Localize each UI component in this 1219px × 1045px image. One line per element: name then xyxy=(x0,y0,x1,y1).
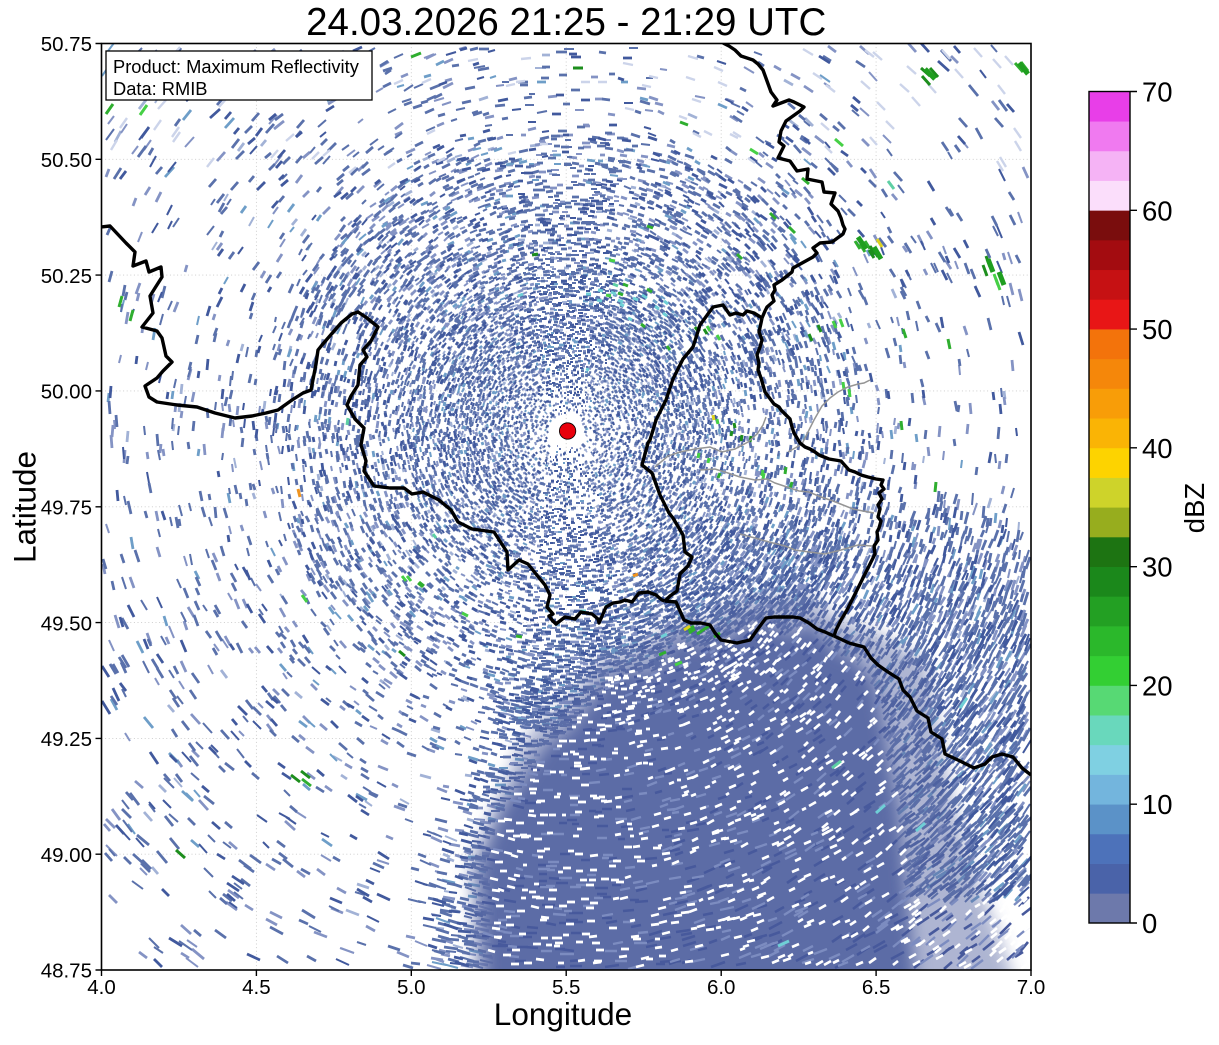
svg-text:6.0: 6.0 xyxy=(707,976,736,999)
svg-text:60: 60 xyxy=(1142,195,1173,226)
svg-text:50.00: 50.00 xyxy=(41,381,92,404)
svg-text:49.00: 49.00 xyxy=(41,844,92,867)
svg-text:0: 0 xyxy=(1142,908,1157,939)
svg-text:Longitude: Longitude xyxy=(494,996,632,1032)
svg-text:50.25: 50.25 xyxy=(41,265,92,288)
svg-text:50.75: 50.75 xyxy=(41,33,92,56)
svg-text:49.25: 49.25 xyxy=(41,728,92,751)
svg-text:49.50: 49.50 xyxy=(41,612,92,635)
svg-text:20: 20 xyxy=(1142,670,1173,701)
svg-text:50.50: 50.50 xyxy=(41,149,92,172)
svg-text:50: 50 xyxy=(1142,314,1173,345)
svg-text:10: 10 xyxy=(1142,789,1173,820)
svg-text:5.0: 5.0 xyxy=(397,976,426,999)
svg-text:7.0: 7.0 xyxy=(1017,976,1046,999)
svg-text:70: 70 xyxy=(1142,77,1173,108)
svg-text:4.5: 4.5 xyxy=(242,976,271,999)
svg-text:6.5: 6.5 xyxy=(862,976,891,999)
svg-text:dBZ: dBZ xyxy=(1179,483,1210,533)
svg-text:Data: RMIB: Data: RMIB xyxy=(113,78,207,99)
svg-text:4.0: 4.0 xyxy=(87,976,116,999)
svg-text:40: 40 xyxy=(1142,433,1173,464)
svg-text:49.75: 49.75 xyxy=(41,497,92,520)
svg-text:Latitude: Latitude xyxy=(7,451,43,563)
svg-text:30: 30 xyxy=(1142,552,1173,583)
svg-text:5.5: 5.5 xyxy=(552,976,581,999)
svg-text:48.75: 48.75 xyxy=(41,960,92,983)
svg-text:24.03.2026 21:25 - 21:29 UTC: 24.03.2026 21:25 - 21:29 UTC xyxy=(306,1,826,44)
svg-text:Product: Maximum Reflectivity: Product: Maximum Reflectivity xyxy=(113,56,360,77)
